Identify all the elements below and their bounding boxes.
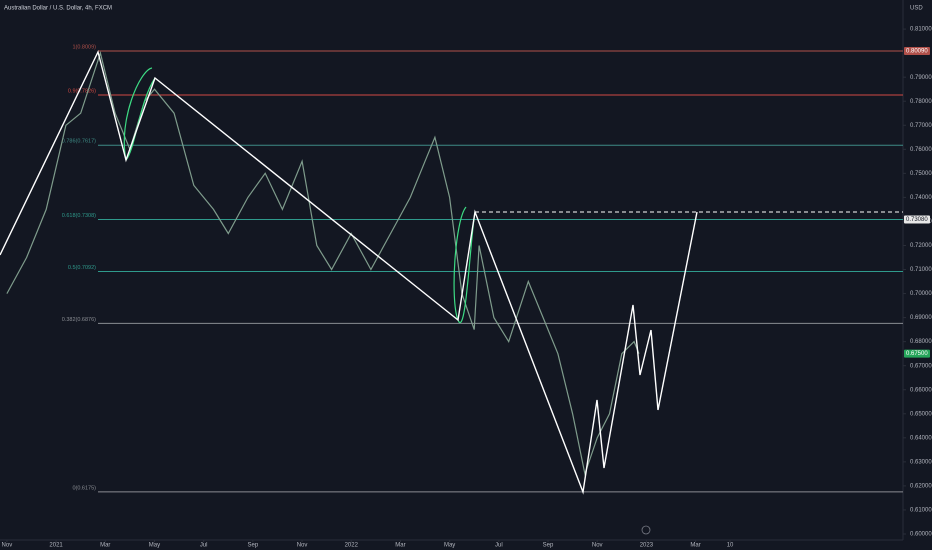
y-tick-label: 0.75000 (910, 171, 932, 177)
fib-label: 0.5(0.7092) (68, 265, 96, 271)
price-tag-label: 0.67500 (906, 351, 928, 357)
x-tick-label: 2021 (49, 543, 63, 549)
y-tick-label: 0.70000 (910, 291, 932, 297)
grid (6, 28, 906, 542)
fib-label: 1(0.8009) (72, 44, 96, 50)
x-tick-label: Mar (690, 543, 700, 549)
x-tick-label: Jul (200, 543, 208, 549)
y-tick-label: 0.64000 (910, 435, 932, 441)
price-tag (904, 349, 930, 358)
price-tag-label: 0.73080 (906, 217, 928, 223)
y-tick-label: 0.69000 (910, 315, 932, 321)
drawings (0, 49, 903, 535)
x-tick-label: Sep (248, 543, 259, 549)
chart-title: Australian Dollar / U.S. Dollar, 4h, FXC… (4, 6, 112, 12)
price-tag (904, 46, 930, 55)
axes: 0.60000 0.61000 0.62000 0.63000 0.64000 0.650… (2, 27, 932, 549)
x-tick-label: May (444, 543, 455, 549)
y-tick-label: 0.62000 (910, 483, 932, 489)
y-tick-label: 0.79000 (910, 75, 932, 81)
x-tick-label: Mar (395, 543, 405, 549)
y-tick-label: 0.78000 (910, 99, 932, 105)
x-tick-label: Jul (495, 543, 503, 549)
price-series (6, 50, 640, 477)
x-tick-label: Sep (543, 543, 554, 549)
fib-label: 0(0.6175) (72, 485, 96, 491)
y-tick-label: 0.66000 (910, 387, 932, 393)
y-tick-label: 0.61000 (910, 508, 932, 514)
x-tick-label: Nov (2, 543, 13, 549)
y-tick-label: 0.67000 (910, 363, 932, 369)
x-tick-label: Nov (297, 543, 308, 549)
x-tick-label: 2022 (345, 543, 359, 549)
price-tag (904, 215, 930, 224)
price-tag-label: 0.80090 (906, 49, 928, 55)
y-tick-label: 0.76000 (910, 147, 932, 153)
x-tick-label: Mar (100, 543, 110, 549)
x-tick-label: 10 (727, 543, 734, 549)
y-axis-label: USD (910, 6, 923, 12)
y-tick-label: 0.81000 (910, 27, 932, 33)
x-tick-label: Nov (592, 543, 603, 549)
event-icon (641, 525, 651, 535)
y-tick-label: 0.60000 (910, 532, 932, 538)
y-tick-label: 0.72000 (910, 243, 932, 249)
y-tick-label: 0.65000 (910, 411, 932, 417)
price-line (6, 50, 640, 477)
x-tick-label: May (149, 543, 160, 549)
y-tick-label: 0.71000 (910, 267, 932, 273)
y-tick-label: 0.77000 (910, 123, 932, 129)
fib-label: 0.9(0.7826) (68, 88, 96, 94)
fib-label: 0.382(0.6876) (62, 317, 96, 323)
fib-label: 0.786(0.7617) (62, 139, 96, 145)
y-tick-label: 0.68000 (910, 339, 932, 345)
fib-levels: 1(0.8009) 0.9(0.7826) 0.786(0.7617) 0.618(0… (62, 44, 903, 493)
zigzag-projection (0, 49, 698, 495)
x-tick-label: 2023 (640, 543, 654, 549)
fib-label: 0.618(0.7308) (62, 213, 96, 219)
y-tick-label: 0.63000 (910, 459, 932, 465)
y-tick-label: 0.74000 (910, 195, 932, 201)
